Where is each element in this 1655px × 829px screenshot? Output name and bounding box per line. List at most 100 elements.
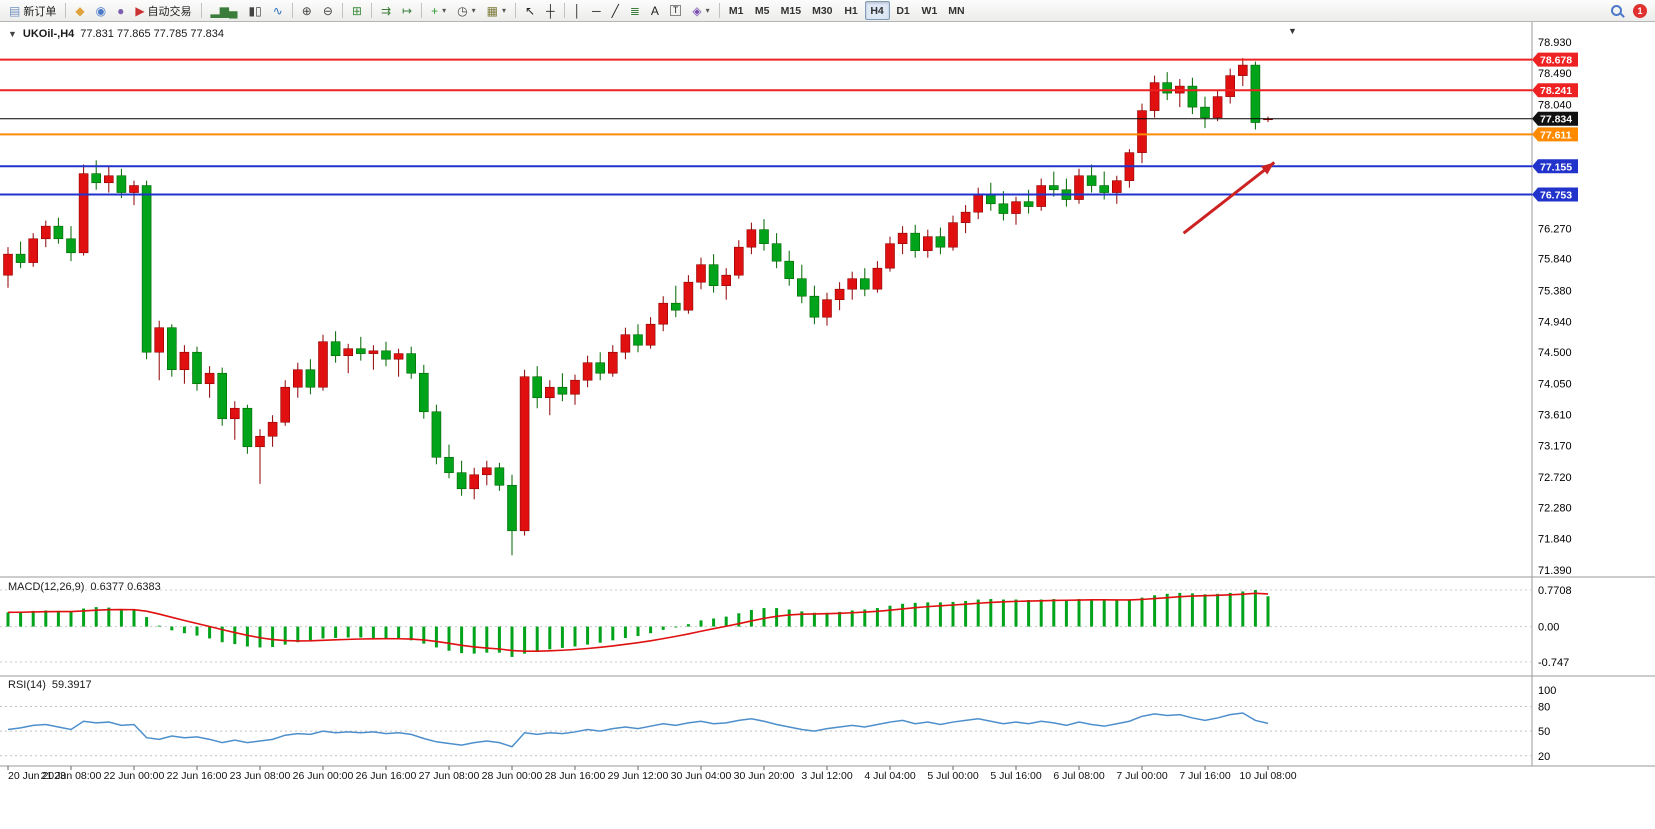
- candle: [633, 334, 643, 346]
- new-order-button[interactable]: ▤ 新订单: [4, 1, 61, 20]
- fibonacci-button[interactable]: ≣: [625, 1, 645, 20]
- candle: [66, 238, 76, 254]
- candle: [771, 243, 782, 262]
- toolbar-separator: [563, 3, 565, 18]
- timeframe-button-h4[interactable]: H4: [864, 1, 890, 20]
- candle: [456, 472, 467, 490]
- candle: [708, 264, 719, 286]
- candle: [1225, 75, 1235, 97]
- candle: [859, 278, 870, 290]
- rsi-value: 59.3917: [51, 679, 92, 691]
- chart-shift-marker[interactable]: ▼: [1288, 26, 1297, 36]
- price-tag: [1532, 52, 1578, 67]
- chart-canvas[interactable]: 78.930 78.490 78.040 76.270 75.840 75.380 74.9…: [0, 22, 1655, 829]
- chart-shift-button[interactable]: ↦: [397, 1, 417, 20]
- time-axis-label: 30 Jun 20:00: [734, 770, 795, 782]
- timeframe-button-mn[interactable]: MN: [948, 4, 965, 17]
- autotrading-button[interactable]: ▶ 自动交易: [130, 1, 196, 20]
- candle: [570, 379, 580, 395]
- line-chart-icon: ∿: [272, 3, 283, 18]
- price-axis-label: 73.610: [1538, 410, 1572, 422]
- timeframe-button-m1[interactable]: M1: [728, 4, 744, 17]
- time-axis-label: 20 Jun 2023: [8, 770, 66, 782]
- periods-button[interactable]: ◷ ▾: [452, 1, 481, 20]
- trend-arrow-shaft[interactable]: [1182, 161, 1276, 235]
- price-axis-label: 76.270: [1538, 223, 1572, 235]
- candle: [960, 211, 971, 223]
- market-watch-icon: ◆: [75, 3, 85, 18]
- text-button[interactable]: A: [646, 1, 664, 20]
- candle: [192, 351, 202, 385]
- chevron-down-icon: ▾: [501, 6, 506, 15]
- trendline-button[interactable]: ╱: [607, 1, 624, 20]
- candle: [507, 484, 517, 532]
- macd-axis[interactable]: 0.7708 0.00 -0.747: [1538, 585, 1572, 669]
- candlestick-chart-button[interactable]: ▮▯: [244, 1, 267, 20]
- candle: [733, 246, 744, 276]
- candle: [897, 232, 908, 244]
- chart-shift-icon: ↦: [402, 3, 413, 18]
- label-button[interactable]: T: [665, 1, 687, 20]
- price-axis[interactable]: 78.930 78.490 78.040 76.270 75.840 75.380 74.9…: [1532, 37, 1578, 577]
- price-axis-label: 74.500: [1538, 347, 1572, 359]
- toolbar-separator: [370, 3, 372, 18]
- line-chart-button[interactable]: ∿: [268, 1, 288, 20]
- candle: [847, 278, 858, 290]
- trend-arrow[interactable]: [1182, 161, 1276, 235]
- notifications-badge[interactable]: 1: [1633, 3, 1647, 18]
- time-axis-label: 26 Jun 16:00: [356, 770, 417, 782]
- timeframe-button-m5[interactable]: M5: [754, 4, 770, 17]
- candle: [985, 194, 996, 205]
- navigator-button[interactable]: ◉: [91, 1, 111, 20]
- timeframe-button-m15[interactable]: M15: [780, 4, 802, 17]
- macd-axis-label: 0.00: [1538, 622, 1559, 634]
- candle: [1099, 185, 1109, 193]
- candle: [683, 281, 694, 311]
- market-watch-button[interactable]: ◆: [70, 1, 89, 20]
- chart-title-bar: ▼ UKOil-,H4 77.831 77.865 77.785 77.834: [8, 28, 224, 40]
- time-axis-label: 27 Jun 08:00: [419, 770, 480, 782]
- bar-chart-button[interactable]: ▂▆▄: [206, 1, 243, 20]
- candle: [204, 372, 215, 385]
- candle: [15, 253, 26, 263]
- toolbar-separator: [515, 3, 516, 18]
- price-axis-label: 75.840: [1538, 253, 1572, 265]
- price-axis-label: 71.840: [1538, 533, 1572, 545]
- indicators-button[interactable]: + ▾: [426, 1, 451, 20]
- timeframe-button-d1[interactable]: D1: [896, 4, 910, 17]
- timeframe-button-w1[interactable]: W1: [921, 4, 938, 17]
- timeframe-button-h1[interactable]: H1: [844, 4, 858, 17]
- vertical-line-icon: │: [573, 3, 582, 18]
- vertical-line-button[interactable]: │: [569, 1, 587, 20]
- candle: [494, 467, 505, 486]
- candlestick-chart-icon: ▮▯: [248, 3, 262, 18]
- navigator-icon: ◉: [95, 3, 107, 18]
- crosshair-button[interactable]: ┼: [541, 1, 560, 20]
- candle: [129, 185, 139, 193]
- terminal-icon: ●: [117, 3, 125, 18]
- cursor-button[interactable]: ↖: [520, 1, 540, 20]
- search-icon[interactable]: [1611, 5, 1622, 16]
- candle: [1074, 175, 1084, 200]
- zoom-out-button[interactable]: ⊖: [318, 1, 338, 20]
- candle: [809, 295, 820, 318]
- zoom-in-button[interactable]: ⊕: [297, 1, 317, 20]
- rsi-axis[interactable]: 100 80 50 20: [1538, 685, 1556, 763]
- candle: [948, 222, 958, 248]
- one-click-trading-toggle[interactable]: ▼: [8, 29, 17, 39]
- rsi-axis-label: 80: [1538, 701, 1550, 713]
- templates-icon: ▦: [486, 3, 498, 18]
- timeframe-button-m30[interactable]: M30: [812, 4, 833, 17]
- candle: [784, 260, 795, 279]
- horizontal-line-button[interactable]: ─: [587, 1, 606, 20]
- auto-scroll-button[interactable]: ⇉: [376, 1, 396, 20]
- templates-button[interactable]: ▦ ▾: [482, 1, 511, 20]
- new-order-icon: ▤: [9, 3, 21, 18]
- time-axis-label: 29 Jun 12:00: [608, 770, 669, 782]
- terminal-button[interactable]: ●: [112, 1, 129, 20]
- arrows-button[interactable]: ◈ ▾: [687, 1, 714, 20]
- rsi-panel: [0, 705, 1532, 757]
- tile-windows-button[interactable]: ⊞: [347, 1, 367, 20]
- price-tag: [1532, 187, 1578, 202]
